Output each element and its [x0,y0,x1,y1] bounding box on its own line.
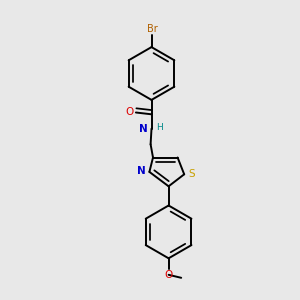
Text: S: S [188,169,195,179]
Text: N: N [139,124,147,134]
Text: O: O [165,270,173,280]
Text: H: H [156,123,163,132]
Text: N: N [137,166,146,176]
Text: O: O [125,107,133,117]
Text: Br: Br [147,24,158,34]
